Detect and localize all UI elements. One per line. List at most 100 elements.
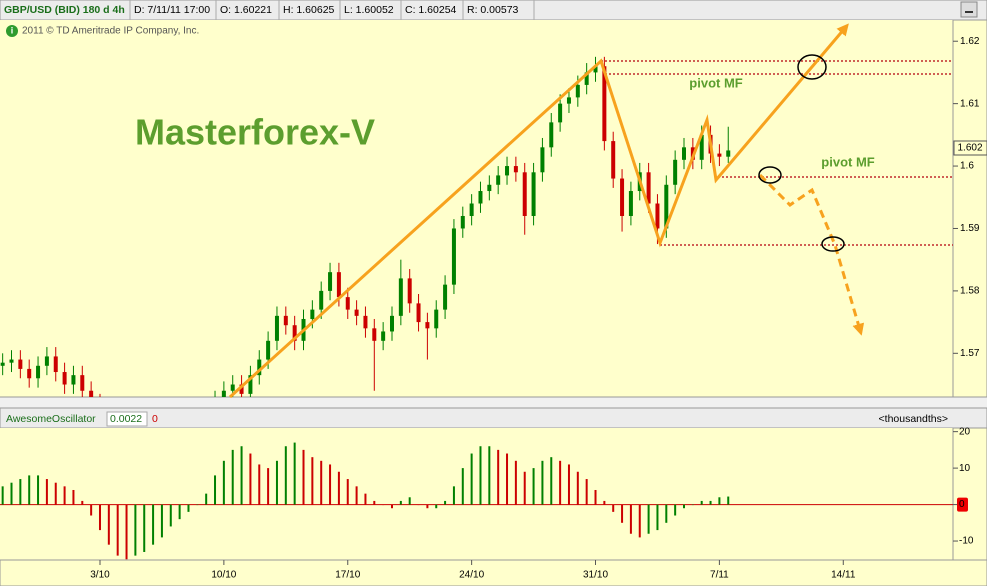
osc-bar: [90, 504, 93, 516]
osc-bar: [134, 504, 137, 556]
candle-body: [726, 150, 731, 157]
osc-value: 0.0022: [110, 413, 142, 425]
osc-bar: [488, 446, 491, 505]
info-icon[interactable]: [6, 25, 18, 37]
target-circles: [758, 54, 845, 252]
candle-body: [566, 97, 571, 104]
osc-bar: [426, 504, 429, 509]
info-icon-glyph: i: [11, 25, 14, 35]
candle-body: [274, 315, 279, 341]
osc-bar: [683, 504, 686, 509]
osc-bar: [444, 500, 447, 505]
candle-body: [505, 166, 510, 176]
candle-body: [71, 375, 76, 385]
candle-body: [540, 147, 545, 173]
candle-body: [425, 322, 430, 329]
osc-bar: [709, 500, 712, 505]
osc-bar: [231, 449, 234, 505]
candle-body: [575, 84, 580, 98]
osc-bar: [19, 479, 22, 505]
candle-body: [628, 191, 633, 216]
osc-bar: [364, 493, 367, 505]
osc-bar: [647, 504, 650, 534]
osc-bar: [54, 482, 57, 505]
price-axis: [952, 19, 987, 398]
osc-bar: [691, 504, 694, 506]
osc-bar: [497, 449, 500, 505]
pattern-line: [228, 23, 849, 399]
osc-axis: [952, 427, 987, 561]
osc-bar: [594, 489, 597, 505]
candle-body: [443, 284, 448, 310]
candle-body: [9, 359, 14, 363]
y-tick-label: 1.62: [960, 36, 980, 47]
osc-bar: [567, 464, 570, 505]
osc-bar: [329, 464, 332, 505]
osc-bar: [249, 453, 252, 505]
osc-bar: [284, 446, 287, 505]
y-tick-label: 1.61: [960, 98, 980, 109]
date: D: 7/11/11 17:00: [134, 4, 210, 16]
osc-bar: [435, 504, 438, 509]
candle-body: [328, 272, 333, 291]
osc-bar: [718, 497, 721, 505]
candle-body: [469, 203, 474, 216]
osc-bar: [603, 500, 606, 505]
osc-bars: [0, 442, 953, 560]
candle-body: [36, 365, 41, 379]
x-tick-label: 24/10: [459, 570, 484, 581]
osc-bar: [656, 504, 659, 531]
osc-bar: [382, 504, 385, 506]
osc-title: AwesomeOscillator: [6, 413, 96, 425]
osc-value-box: [106, 411, 148, 427]
candle-body: [18, 359, 23, 369]
price-plot-area: [0, 20, 953, 397]
candle-body: [513, 166, 518, 173]
osc-bar: [258, 464, 261, 505]
osc-bar: [275, 460, 278, 505]
candle-body: [682, 147, 687, 160]
osc-header: [0, 407, 987, 429]
zero-label-box: [957, 497, 968, 512]
osc-bar: [470, 453, 473, 505]
osc-bar: [532, 468, 535, 505]
copyright: 2011 © TD Ameritrade IP Company, Inc.: [22, 26, 199, 37]
candle-body: [531, 172, 536, 216]
candles: [0, 56, 731, 397]
candle-body: [345, 297, 350, 310]
candle-body: [558, 103, 563, 123]
osc-bar: [1, 486, 4, 505]
candle-body: [221, 390, 226, 397]
osc-bar: [514, 460, 517, 505]
candle-body: [717, 153, 722, 157]
candle-body: [80, 375, 85, 391]
osc-bar: [214, 475, 217, 505]
osc-bar: [674, 504, 677, 516]
window-button[interactable]: [960, 1, 978, 18]
candle-body: [319, 290, 324, 310]
y-tick-label: 20: [959, 426, 971, 437]
candle-body: [257, 359, 262, 376]
x-tick-label: 3/10: [90, 570, 110, 581]
candle-body: [44, 356, 49, 366]
osc-bar: [373, 500, 376, 505]
candle-body: [611, 141, 616, 179]
osc-bar: [178, 504, 181, 520]
osc-bar: [399, 500, 402, 505]
candle-body: [283, 315, 288, 326]
candle-body: [416, 303, 421, 323]
osc-bar: [479, 446, 482, 505]
osc-bar: [621, 504, 624, 523]
osc-bar: [169, 504, 172, 527]
candle-body: [336, 272, 341, 298]
candle-body: [664, 184, 669, 229]
osc-bar: [576, 471, 579, 505]
symbol: GBP/USD (BID) 180 d 4h: [4, 4, 125, 16]
osc-bar: [37, 475, 40, 505]
y-tick-label: 0: [959, 499, 965, 510]
close-value: C: 1.60254: [405, 4, 457, 16]
osc-bar: [320, 460, 323, 505]
candle-body: [62, 372, 67, 385]
osc-bar: [45, 479, 48, 505]
osc-bar: [72, 489, 75, 505]
